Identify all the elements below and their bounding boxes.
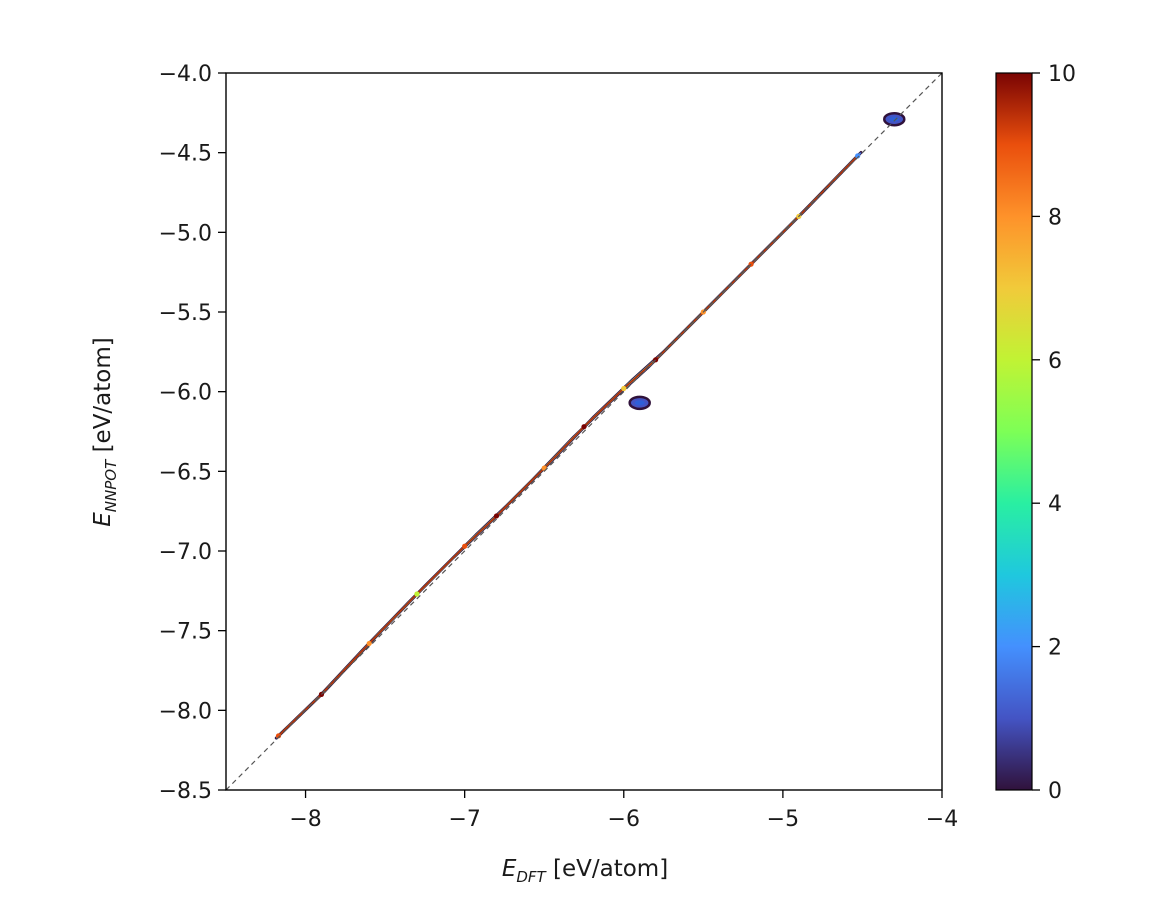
y-tick-label: −6.5 xyxy=(159,460,212,485)
colorbar-tick-label: 6 xyxy=(1048,349,1062,374)
isolated-cluster-core-1 xyxy=(634,400,645,406)
colorbar-tick-label: 10 xyxy=(1048,62,1076,87)
density-band-point-4 xyxy=(462,543,468,549)
y-tick-label: −4.5 xyxy=(159,142,212,167)
density-band-point-13 xyxy=(855,153,861,159)
y-axis-ticks: −4.0 −4.5 −5.0 −5.5 −6.0 −6.5 −7.0 −7.5 −8.0 −8.5 xyxy=(159,62,226,804)
x-tick-label: −4 xyxy=(926,807,958,832)
y-tick-label: −7.0 xyxy=(159,540,212,565)
y-tick-label: −7.5 xyxy=(159,620,212,645)
x-tick-label: −7 xyxy=(448,807,480,832)
density-band-point-0 xyxy=(275,733,282,739)
density-band-point-3 xyxy=(414,591,420,597)
x-tick-label: −5 xyxy=(767,807,799,832)
y-axis-label: ENNPOT [eV/atom] xyxy=(90,337,120,527)
y-tick-label: −8.0 xyxy=(159,699,212,724)
y-tick-label: −8.5 xyxy=(159,779,212,804)
x-tick-label: −8 xyxy=(289,807,321,832)
colorbar-ticks: 0 2 4 6 8 10 xyxy=(1032,62,1076,804)
density-band-point-2 xyxy=(366,640,372,647)
x-tick-label: −6 xyxy=(608,807,640,832)
plot-frame xyxy=(225,72,943,791)
colorbar-tick-label: 8 xyxy=(1048,205,1062,230)
plot-area xyxy=(226,73,942,790)
colorbar xyxy=(995,72,1033,791)
density-band-point-5 xyxy=(493,513,500,519)
colorbar-tick-label: 2 xyxy=(1048,636,1062,661)
density-band-point-8 xyxy=(621,385,627,392)
colorbar-tick-label: 0 xyxy=(1048,779,1062,804)
y-tick-label: −4.0 xyxy=(159,62,212,87)
reference-line xyxy=(226,73,942,790)
colorbar-tick-label: 4 xyxy=(1048,492,1062,517)
y-tick-label: −5.0 xyxy=(159,221,212,246)
x-axis-ticks: −8 −7 −6 −5 −4 xyxy=(289,790,958,832)
y-tick-label: −5.5 xyxy=(159,301,212,326)
y-tick-label: −6.0 xyxy=(159,381,212,406)
density-band-point-7 xyxy=(581,424,587,430)
x-axis-label: EDFT [eV/atom] xyxy=(502,856,668,886)
